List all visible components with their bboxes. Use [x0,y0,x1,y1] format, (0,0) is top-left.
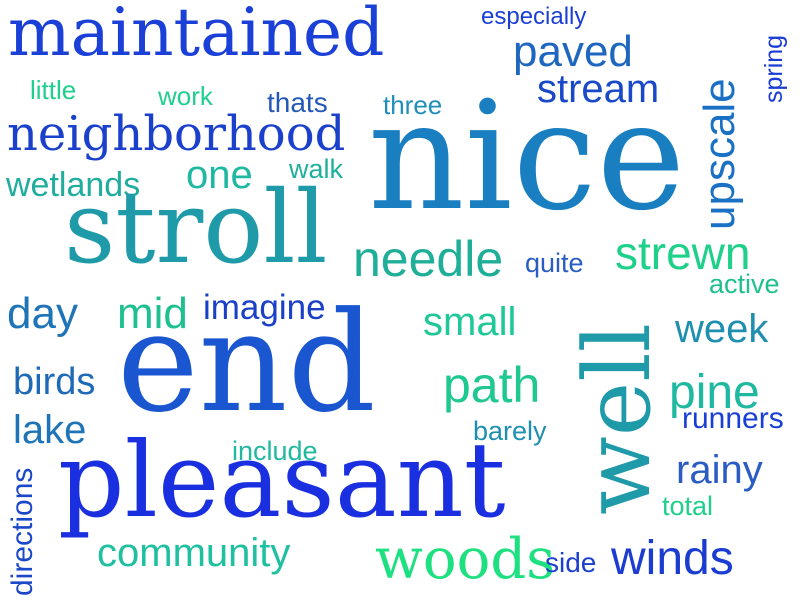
word-woods: woods [375,527,555,592]
word-community: community [97,531,291,575]
word-needle: needle [353,231,504,287]
word-include: include [232,436,318,466]
word-runners: runners [682,402,784,435]
word-active: active [709,269,780,299]
word-small: small [423,300,517,344]
word-well: well [564,322,671,515]
word-quite: quite [525,248,584,278]
word-pleasant: pleasant [58,419,506,541]
word-birds: birds [13,361,96,403]
word-three: three [383,90,443,120]
word-week: week [675,307,769,351]
word-imagine: imagine [203,288,326,327]
word-end: end [117,282,376,443]
word-path: path [443,357,541,413]
word-barely: barely [473,416,547,446]
word-side: side [545,547,597,578]
word-paved: paved [513,27,633,76]
word-directions: directions [6,467,39,596]
word-upscale: upscale [695,78,744,230]
word-rainy: rainy [676,448,763,492]
word-work: work [158,81,213,111]
word-day: day [7,289,78,338]
word-neighborhood: neighborhood [7,106,346,162]
word-mid: mid [117,289,188,338]
word-walk: walk [289,154,344,184]
word-total: total [662,491,714,521]
word-thats: thats [267,87,328,118]
word-especially: especially [481,3,587,30]
word-stream: stream [537,67,660,111]
word-maintained: maintained [8,0,385,71]
word-pine: pine [669,366,760,419]
word-winds: winds [611,532,734,585]
word-nice: nice [368,70,686,244]
word-lake: lake [13,408,87,452]
word-wetlands: wetlands [6,166,141,204]
word-strewn: strewn [615,227,751,279]
word-one: one [186,153,253,197]
word-stroll: stroll [64,169,328,286]
word-spring: spring [760,34,788,103]
word-little: little [30,75,77,105]
